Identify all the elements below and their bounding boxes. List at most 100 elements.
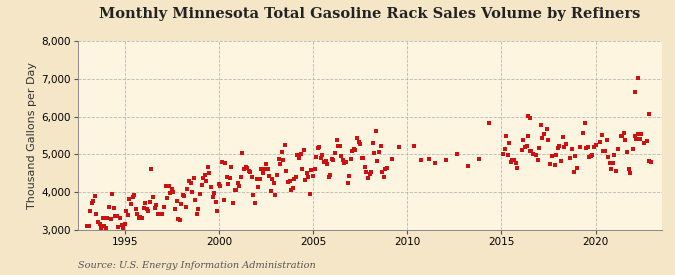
Point (348, 147, 359, 151)
Point (190, 198, 200, 202)
Point (194, 191, 205, 196)
Point (188, 176, 199, 181)
Point (313, 145, 323, 150)
Point (286, 188, 296, 192)
Text: Monthly Minnesota Total Gasoline Rack Sales Volume by Refiners: Monthly Minnesota Total Gasoline Rack Sa… (99, 7, 641, 21)
Point (140, 200, 151, 205)
Point (117, 226, 128, 230)
Point (595, 139, 605, 144)
Point (248, 193, 259, 197)
Point (372, 159, 383, 163)
Point (371, 129, 381, 134)
Point (632, 76, 643, 80)
Point (416, 158, 427, 162)
Point (356, 156, 367, 161)
Point (136, 216, 147, 220)
Point (230, 188, 240, 192)
Point (151, 203, 161, 207)
Point (506, 160, 516, 164)
Point (199, 173, 210, 178)
Point (328, 158, 339, 163)
Point (225, 176, 236, 181)
Point (545, 162, 556, 166)
Point (549, 163, 560, 167)
Point (226, 164, 237, 169)
Point (185, 181, 196, 185)
Point (99, 224, 110, 229)
Point (603, 155, 614, 159)
Point (113, 225, 124, 230)
Point (122, 212, 133, 217)
Point (502, 153, 513, 157)
Point (261, 161, 271, 166)
Point (292, 152, 303, 157)
Point (105, 217, 116, 222)
Point (304, 192, 315, 196)
Point (606, 167, 617, 171)
Point (350, 148, 361, 152)
Point (132, 212, 142, 216)
Point (584, 155, 595, 160)
Point (590, 143, 601, 147)
Point (361, 169, 372, 174)
Point (520, 145, 531, 149)
Point (323, 174, 334, 179)
Point (579, 121, 590, 126)
Point (201, 179, 212, 184)
Point (88, 199, 99, 204)
Point (338, 158, 348, 163)
Point (262, 167, 273, 171)
Point (173, 216, 184, 221)
Point (483, 121, 494, 126)
Point (167, 187, 178, 191)
Point (146, 167, 157, 171)
Point (273, 157, 284, 161)
Point (149, 206, 160, 211)
Point (162, 195, 173, 200)
Point (558, 134, 568, 139)
Point (278, 158, 289, 162)
Point (232, 181, 243, 185)
Point (143, 208, 154, 213)
Point (102, 216, 113, 220)
Point (532, 158, 543, 162)
Point (622, 149, 632, 154)
Point (119, 222, 130, 226)
Point (377, 170, 387, 174)
Point (309, 167, 320, 171)
Point (601, 138, 612, 142)
Point (553, 146, 564, 150)
Point (82, 224, 92, 228)
Point (227, 201, 238, 205)
Point (598, 149, 609, 154)
Point (645, 160, 656, 164)
Point (97, 216, 108, 220)
Point (375, 144, 386, 148)
Point (531, 153, 541, 157)
Point (560, 142, 571, 146)
Point (138, 206, 149, 210)
Point (578, 131, 589, 135)
Point (301, 171, 312, 176)
Point (141, 207, 152, 211)
Point (107, 192, 117, 196)
Point (135, 214, 146, 219)
Point (134, 216, 144, 220)
Point (474, 157, 485, 161)
Point (430, 161, 441, 166)
Point (342, 181, 353, 185)
Point (327, 157, 338, 161)
Point (165, 191, 176, 195)
Point (157, 212, 168, 216)
Point (373, 150, 384, 155)
Point (524, 116, 535, 121)
Point (518, 138, 529, 142)
Point (524, 149, 535, 153)
Point (463, 164, 474, 168)
Point (629, 134, 640, 139)
Point (317, 152, 328, 157)
Point (424, 157, 435, 162)
Point (116, 223, 127, 228)
Point (611, 169, 622, 173)
Point (639, 141, 649, 145)
